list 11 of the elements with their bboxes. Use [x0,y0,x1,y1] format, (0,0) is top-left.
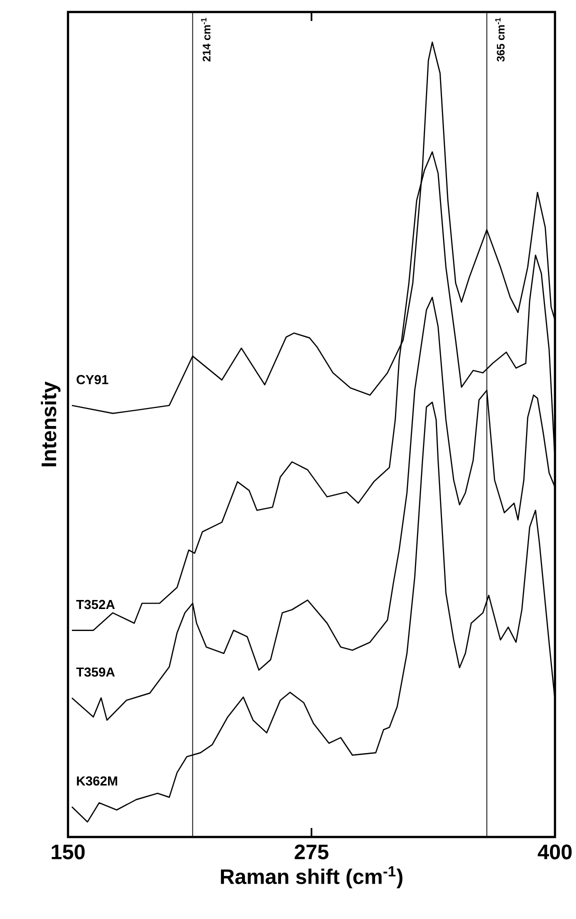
x-tick-label: 275 [294,844,328,860]
series-label: K362M [76,776,118,786]
ref-line-label: 214 cm$^{-1}$ [201,18,210,62]
y-axis-title: Intensity [40,381,60,466]
x-tick-label: 150 [52,844,85,860]
x-axis-title: Raman shift (cm$^{-1}$) [220,866,402,888]
series-label: CY91 [76,375,108,384]
x-tick-label: 400 [538,844,572,860]
series-label: T359A [76,667,115,677]
ref-line-label: 365 cm$^{-1}$ [495,18,505,62]
series-label: T352A [76,600,115,610]
